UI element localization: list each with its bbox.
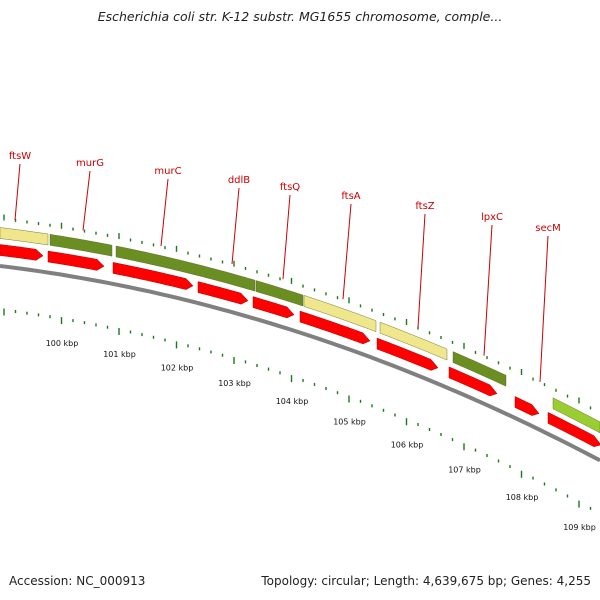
cds-arrow — [448, 366, 498, 397]
cds-track — [0, 244, 600, 447]
gene-label-layer: ftsW murG murC ddlB ftsQ ftsA ftsZ lpxC secM — [9, 151, 561, 382]
cds-arrow — [0, 244, 44, 261]
tick-track — [3, 214, 592, 410]
cog-segment — [255, 280, 304, 307]
gene-leader-line — [231, 187, 240, 265]
gene-leader-line — [539, 235, 549, 382]
gene-label-ftsQ: ftsQ — [280, 182, 300, 193]
ruler-label: 106 kbp — [391, 440, 424, 449]
ruler-label: 100 kbp — [46, 339, 79, 348]
backbone-line — [0, 264, 600, 463]
cds-arrow — [376, 337, 439, 371]
gene-leader-line — [82, 170, 91, 231]
gene-leader-line — [417, 213, 426, 328]
ruler-label: 108 kbp — [506, 493, 539, 502]
ruler-label: 104 kbp — [276, 397, 309, 406]
cds-arrow — [514, 396, 540, 416]
cog-track — [0, 227, 600, 434]
map-title: Escherichia coli str. K-12 substr. MG165… — [97, 9, 503, 24]
gene-label-ftsZ: ftsZ — [415, 201, 434, 212]
gene-label-lpxC: lpxC — [481, 212, 503, 223]
cog-segment — [49, 234, 113, 257]
gene-leader-line — [160, 178, 169, 247]
ruler-label: 103 kbp — [218, 379, 251, 388]
gene-leader-line — [14, 163, 21, 220]
summary-text: Topology: circular; Length: 4,639,675 bp… — [261, 574, 591, 588]
gene-label-murC: murC — [154, 166, 181, 177]
backbone-track — [0, 264, 600, 463]
ruler-label: 101 kbp — [103, 350, 136, 359]
cog-segment — [0, 227, 49, 246]
ruler-track: 100 kbp 101 kbp 102 kbp 103 kbp 104 kbp 105 k… — [3, 308, 596, 532]
ruler-label: 109 kbp — [563, 523, 596, 532]
cds-arrow — [299, 310, 371, 345]
accession-text: Accession: NC_000913 — [9, 574, 146, 588]
ruler-label: 105 kbp — [333, 418, 366, 427]
cds-arrow — [197, 281, 249, 305]
cog-segment — [452, 351, 507, 387]
cog-segment — [303, 295, 377, 332]
cds-arrow — [47, 250, 105, 271]
cog-segment — [552, 397, 600, 434]
gene-leader-line — [282, 194, 291, 280]
gene-leader-line — [483, 224, 493, 356]
gene-label-secM: secM — [535, 223, 561, 234]
cds-arrow — [252, 296, 295, 319]
gene-label-ddlB: ddlB — [228, 175, 250, 186]
ruler-label: 107 kbp — [448, 466, 481, 475]
gene-leader-line — [342, 203, 352, 300]
cog-segment — [379, 321, 448, 361]
cds-arrow — [112, 262, 194, 290]
cog-segment — [115, 245, 256, 292]
cds-arrow — [547, 412, 600, 447]
ruler-label: 102 kbp — [161, 364, 194, 373]
gene-label-murG: murG — [76, 158, 104, 169]
gene-label-ftsW: ftsW — [9, 151, 31, 162]
gene-label-ftsA: ftsA — [341, 191, 360, 202]
